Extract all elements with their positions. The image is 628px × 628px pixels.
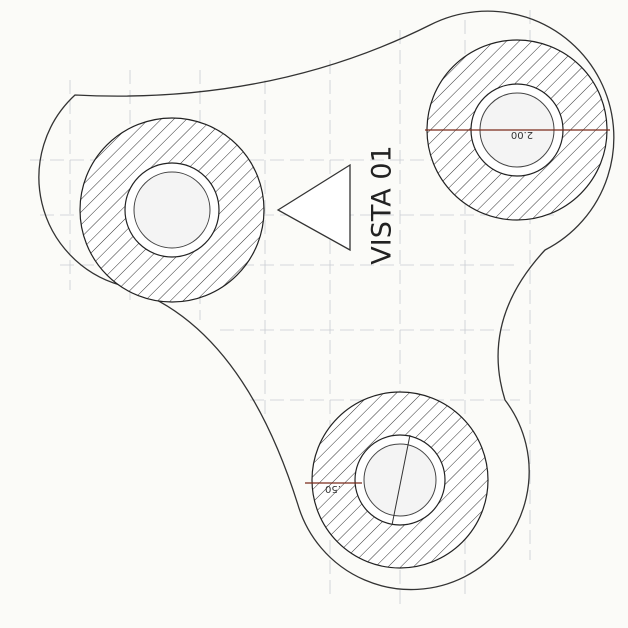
view-title: VISTA 01 bbox=[367, 145, 398, 264]
core bbox=[363, 443, 437, 517]
view-arrow bbox=[276, 163, 351, 252]
section-line bbox=[391, 434, 411, 526]
column-top-right: 2.00 bbox=[425, 39, 610, 221]
column-bottom: .50 bbox=[305, 391, 489, 569]
dimension-label: 2.00 bbox=[511, 129, 533, 140]
core bbox=[133, 171, 211, 249]
dimension-label: .50 bbox=[325, 483, 341, 494]
column-left bbox=[79, 117, 265, 303]
